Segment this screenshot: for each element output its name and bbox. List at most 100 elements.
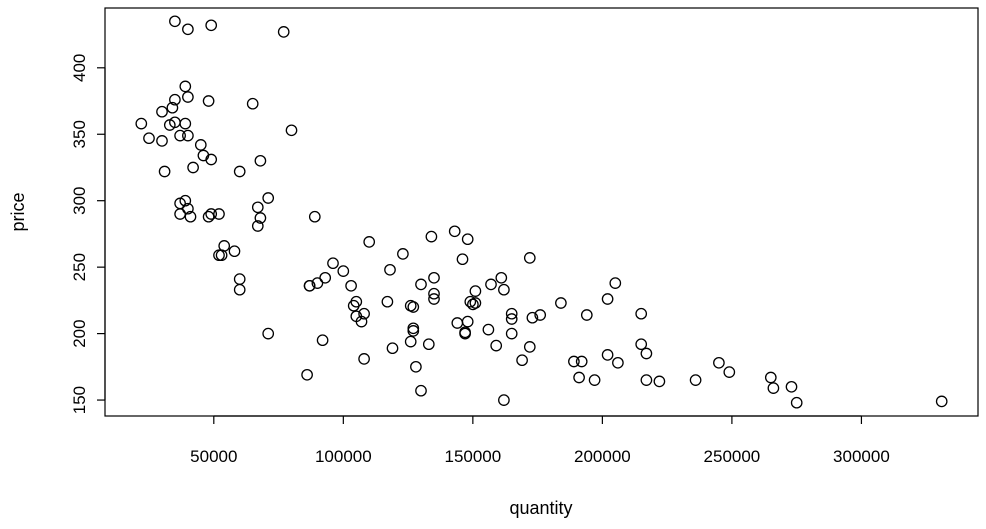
data-point [135, 117, 148, 130]
data-point [422, 338, 435, 351]
y-tick-label: 250 [70, 253, 89, 281]
data-point [182, 129, 194, 142]
data-point [213, 208, 225, 220]
data-point [254, 154, 267, 167]
data-points [135, 15, 948, 409]
data-point [407, 301, 420, 313]
data-point [588, 374, 601, 386]
data-point [428, 293, 440, 305]
data-point [523, 252, 536, 264]
data-point [635, 307, 648, 320]
data-point [182, 23, 194, 36]
data-point [386, 342, 399, 355]
data-point [384, 263, 396, 276]
data-point [464, 295, 477, 308]
data-point [327, 257, 339, 270]
y-axis-title: price [8, 192, 28, 231]
x-axis-title: quantity [509, 498, 572, 518]
data-point [156, 105, 168, 118]
data-point [397, 248, 409, 260]
data-point [143, 132, 155, 145]
data-point [713, 356, 725, 369]
data-point [303, 279, 316, 292]
data-point [251, 201, 264, 214]
data-point [689, 374, 702, 386]
data-point [410, 360, 422, 373]
data-point [184, 210, 197, 223]
data-point [262, 192, 275, 204]
data-point [505, 313, 518, 325]
data-point [935, 395, 948, 408]
data-point [498, 283, 510, 296]
data-point [251, 220, 264, 232]
data-point [495, 271, 508, 284]
data-point [169, 93, 181, 106]
data-point [174, 208, 186, 220]
data-point [534, 309, 547, 321]
data-point [467, 298, 479, 311]
data-point [205, 153, 218, 166]
data-point [311, 277, 324, 289]
y-tick-label: 400 [70, 54, 89, 82]
data-point [580, 309, 593, 321]
data-point [345, 279, 357, 292]
data-point [764, 371, 777, 384]
data-point [301, 368, 313, 381]
data-point [202, 210, 215, 223]
data-point [451, 317, 464, 329]
data-point [308, 210, 321, 223]
data-point [350, 295, 363, 308]
data-point [205, 19, 218, 32]
data-point [215, 249, 228, 262]
data-point [555, 297, 567, 309]
data-point [575, 355, 588, 368]
y-tick-label: 150 [70, 386, 89, 414]
data-point [158, 165, 171, 178]
data-point [635, 338, 648, 351]
data-point [182, 202, 194, 215]
x-tick-label: 100000 [315, 447, 372, 466]
data-point [337, 265, 350, 277]
data-point [179, 194, 192, 207]
data-point [723, 366, 736, 378]
data-point [448, 225, 461, 238]
data-point [233, 165, 246, 178]
data-point [213, 249, 225, 262]
data-point [363, 236, 376, 248]
data-point [182, 91, 194, 103]
data-point [490, 339, 503, 352]
data-point [456, 253, 469, 266]
x-tick-label: 50000 [190, 447, 237, 466]
data-point [194, 139, 207, 151]
data-point [461, 233, 474, 246]
data-point [609, 277, 622, 289]
data-point [319, 271, 332, 284]
data-point [355, 315, 368, 328]
data-point [785, 380, 798, 393]
data-point [428, 287, 440, 300]
data-point [573, 371, 585, 384]
data-point [407, 322, 420, 335]
data-point [262, 327, 275, 340]
data-point [254, 212, 267, 224]
data-point [459, 326, 471, 339]
data-point [174, 129, 186, 142]
x-tick-label: 250000 [704, 447, 761, 466]
data-point [285, 124, 298, 137]
data-point [653, 375, 666, 388]
data-point [277, 26, 290, 38]
data-point [156, 135, 168, 147]
data-point [404, 335, 417, 348]
y-axis: 150 200 250 300 350 400 [70, 54, 106, 414]
data-point [523, 341, 536, 353]
data-point [166, 101, 179, 114]
data-point [228, 245, 241, 258]
data-point [187, 161, 199, 174]
data-point [179, 80, 192, 93]
data-point [358, 307, 370, 320]
data-point [415, 384, 427, 397]
data-point [505, 327, 518, 340]
data-point [407, 325, 420, 337]
x-tick-label: 150000 [444, 447, 501, 466]
